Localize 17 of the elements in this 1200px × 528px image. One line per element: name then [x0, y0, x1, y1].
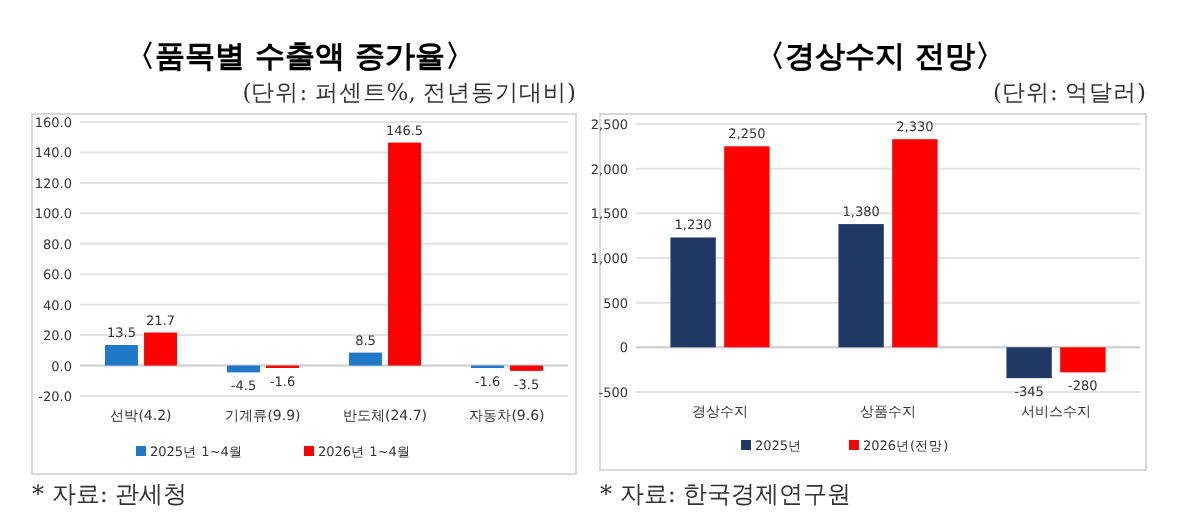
text: * 자료: 관세청	[32, 480, 188, 508]
bar	[510, 365, 543, 371]
bar	[349, 352, 382, 366]
chart-subtitle: (단위: 억달러)	[992, 78, 1146, 106]
chart-title: 〈경상수지 전망〉	[754, 38, 1006, 74]
bar	[838, 224, 884, 348]
bar	[1060, 347, 1106, 373]
bar	[724, 146, 770, 348]
chart-subtitle: (단위: 퍼센트%, 전년동기대비)	[242, 78, 576, 106]
text: * 자료: 한국경제연구원	[600, 480, 852, 508]
chart-title: 〈품목별 수출액 증가율〉	[124, 38, 476, 74]
bar	[892, 139, 938, 348]
bar	[388, 142, 421, 366]
bar	[1006, 347, 1052, 379]
bar	[670, 237, 716, 348]
bar	[144, 332, 177, 366]
bar	[105, 345, 138, 366]
